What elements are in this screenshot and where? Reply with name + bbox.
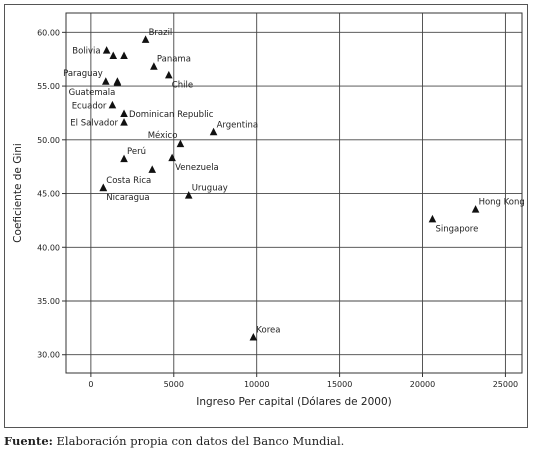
y-tick-label: 55.00 xyxy=(37,82,60,91)
y-tick-label: 40.00 xyxy=(37,243,60,252)
data-point-label: Korea xyxy=(256,326,280,336)
source-caption: Fuente: Elaboración propia con datos del… xyxy=(4,434,344,448)
y-axis-title: Coeficiente de Gini xyxy=(12,143,24,243)
data-point-label: Guatemala xyxy=(69,88,116,98)
y-tick-label: 60.00 xyxy=(37,28,60,37)
data-point-label: Paraguay xyxy=(63,69,103,79)
data-point-marker xyxy=(165,70,173,79)
scatter-chart: 30.00 35.00 40.00 45.00 50.00 55.00 60.00 0 5000… xyxy=(12,12,525,408)
data-point-marker xyxy=(120,51,128,59)
data-point-marker xyxy=(108,100,117,109)
data-point-marker xyxy=(209,127,218,136)
data-point-marker xyxy=(428,214,437,223)
x-tick-label: 20000 xyxy=(410,380,435,389)
caption-text: Elaboración propia con datos del Banco M… xyxy=(52,434,345,448)
data-point-label: Venezuela xyxy=(175,163,219,173)
x-tick-label: 10000 xyxy=(244,380,269,389)
data-points: Brazil Bolivia Panama Paraguay Chile Guatemal… xyxy=(63,28,525,341)
data-point-label: Nicaragua xyxy=(106,193,149,203)
data-point-marker xyxy=(120,154,128,163)
data-point-label: Argentina xyxy=(217,120,258,130)
data-point-marker xyxy=(176,139,185,148)
data-point-marker xyxy=(109,51,118,59)
axis-ticks: 30.00 35.00 40.00 45.00 50.00 55.00 60.00 0 5000… xyxy=(37,28,518,389)
data-point-marker xyxy=(113,77,122,85)
y-tick-label: 30.00 xyxy=(37,351,60,360)
data-point-label: Panama xyxy=(157,55,191,65)
y-tick-label: 45.00 xyxy=(37,190,60,199)
data-point-marker xyxy=(101,77,110,85)
data-point-label: Uruguay xyxy=(192,184,228,194)
data-point-marker xyxy=(184,191,193,199)
data-point-label: México xyxy=(148,130,178,141)
x-axis-title: Ingreso Per capital (Dólares de 2000) xyxy=(196,396,391,408)
data-point-label: Singapore xyxy=(435,224,478,234)
data-point-label: Perú xyxy=(127,147,146,157)
data-point-label: Ecuador xyxy=(72,101,107,111)
data-point-marker xyxy=(99,183,108,192)
x-tick-label: 25000 xyxy=(493,380,518,389)
data-point-marker xyxy=(471,205,480,213)
data-point-marker xyxy=(168,153,176,162)
data-point-marker xyxy=(141,35,150,43)
plot-area-border xyxy=(65,12,523,374)
chart-frame: 30.00 35.00 40.00 45.00 50.00 55.00 60.00 0 5000… xyxy=(4,4,528,428)
data-point-label: Dominican Republic xyxy=(129,110,214,120)
data-point-marker xyxy=(150,62,158,70)
x-tick-label: 15000 xyxy=(327,380,352,389)
data-point-marker xyxy=(102,46,111,54)
caption-label: Fuente: xyxy=(4,434,53,448)
data-point-label: Hong Kong xyxy=(479,198,525,208)
data-point-label: Brazil xyxy=(149,28,173,38)
data-point-marker xyxy=(120,118,128,126)
x-tick-label: 5000 xyxy=(164,380,184,389)
grid-lines xyxy=(66,13,522,373)
data-point-marker xyxy=(148,165,157,173)
data-point-marker xyxy=(249,333,258,341)
y-tick-label: 35.00 xyxy=(37,297,60,306)
data-point-label: Chile xyxy=(172,80,193,90)
data-point-label: Bolivia xyxy=(72,47,100,57)
data-point-marker xyxy=(120,109,128,118)
data-point-label: El Salvador xyxy=(70,119,118,129)
data-point-label: Costa Rica xyxy=(106,176,151,186)
y-tick-label: 50.00 xyxy=(37,136,60,145)
x-tick-label: 0 xyxy=(88,380,93,389)
